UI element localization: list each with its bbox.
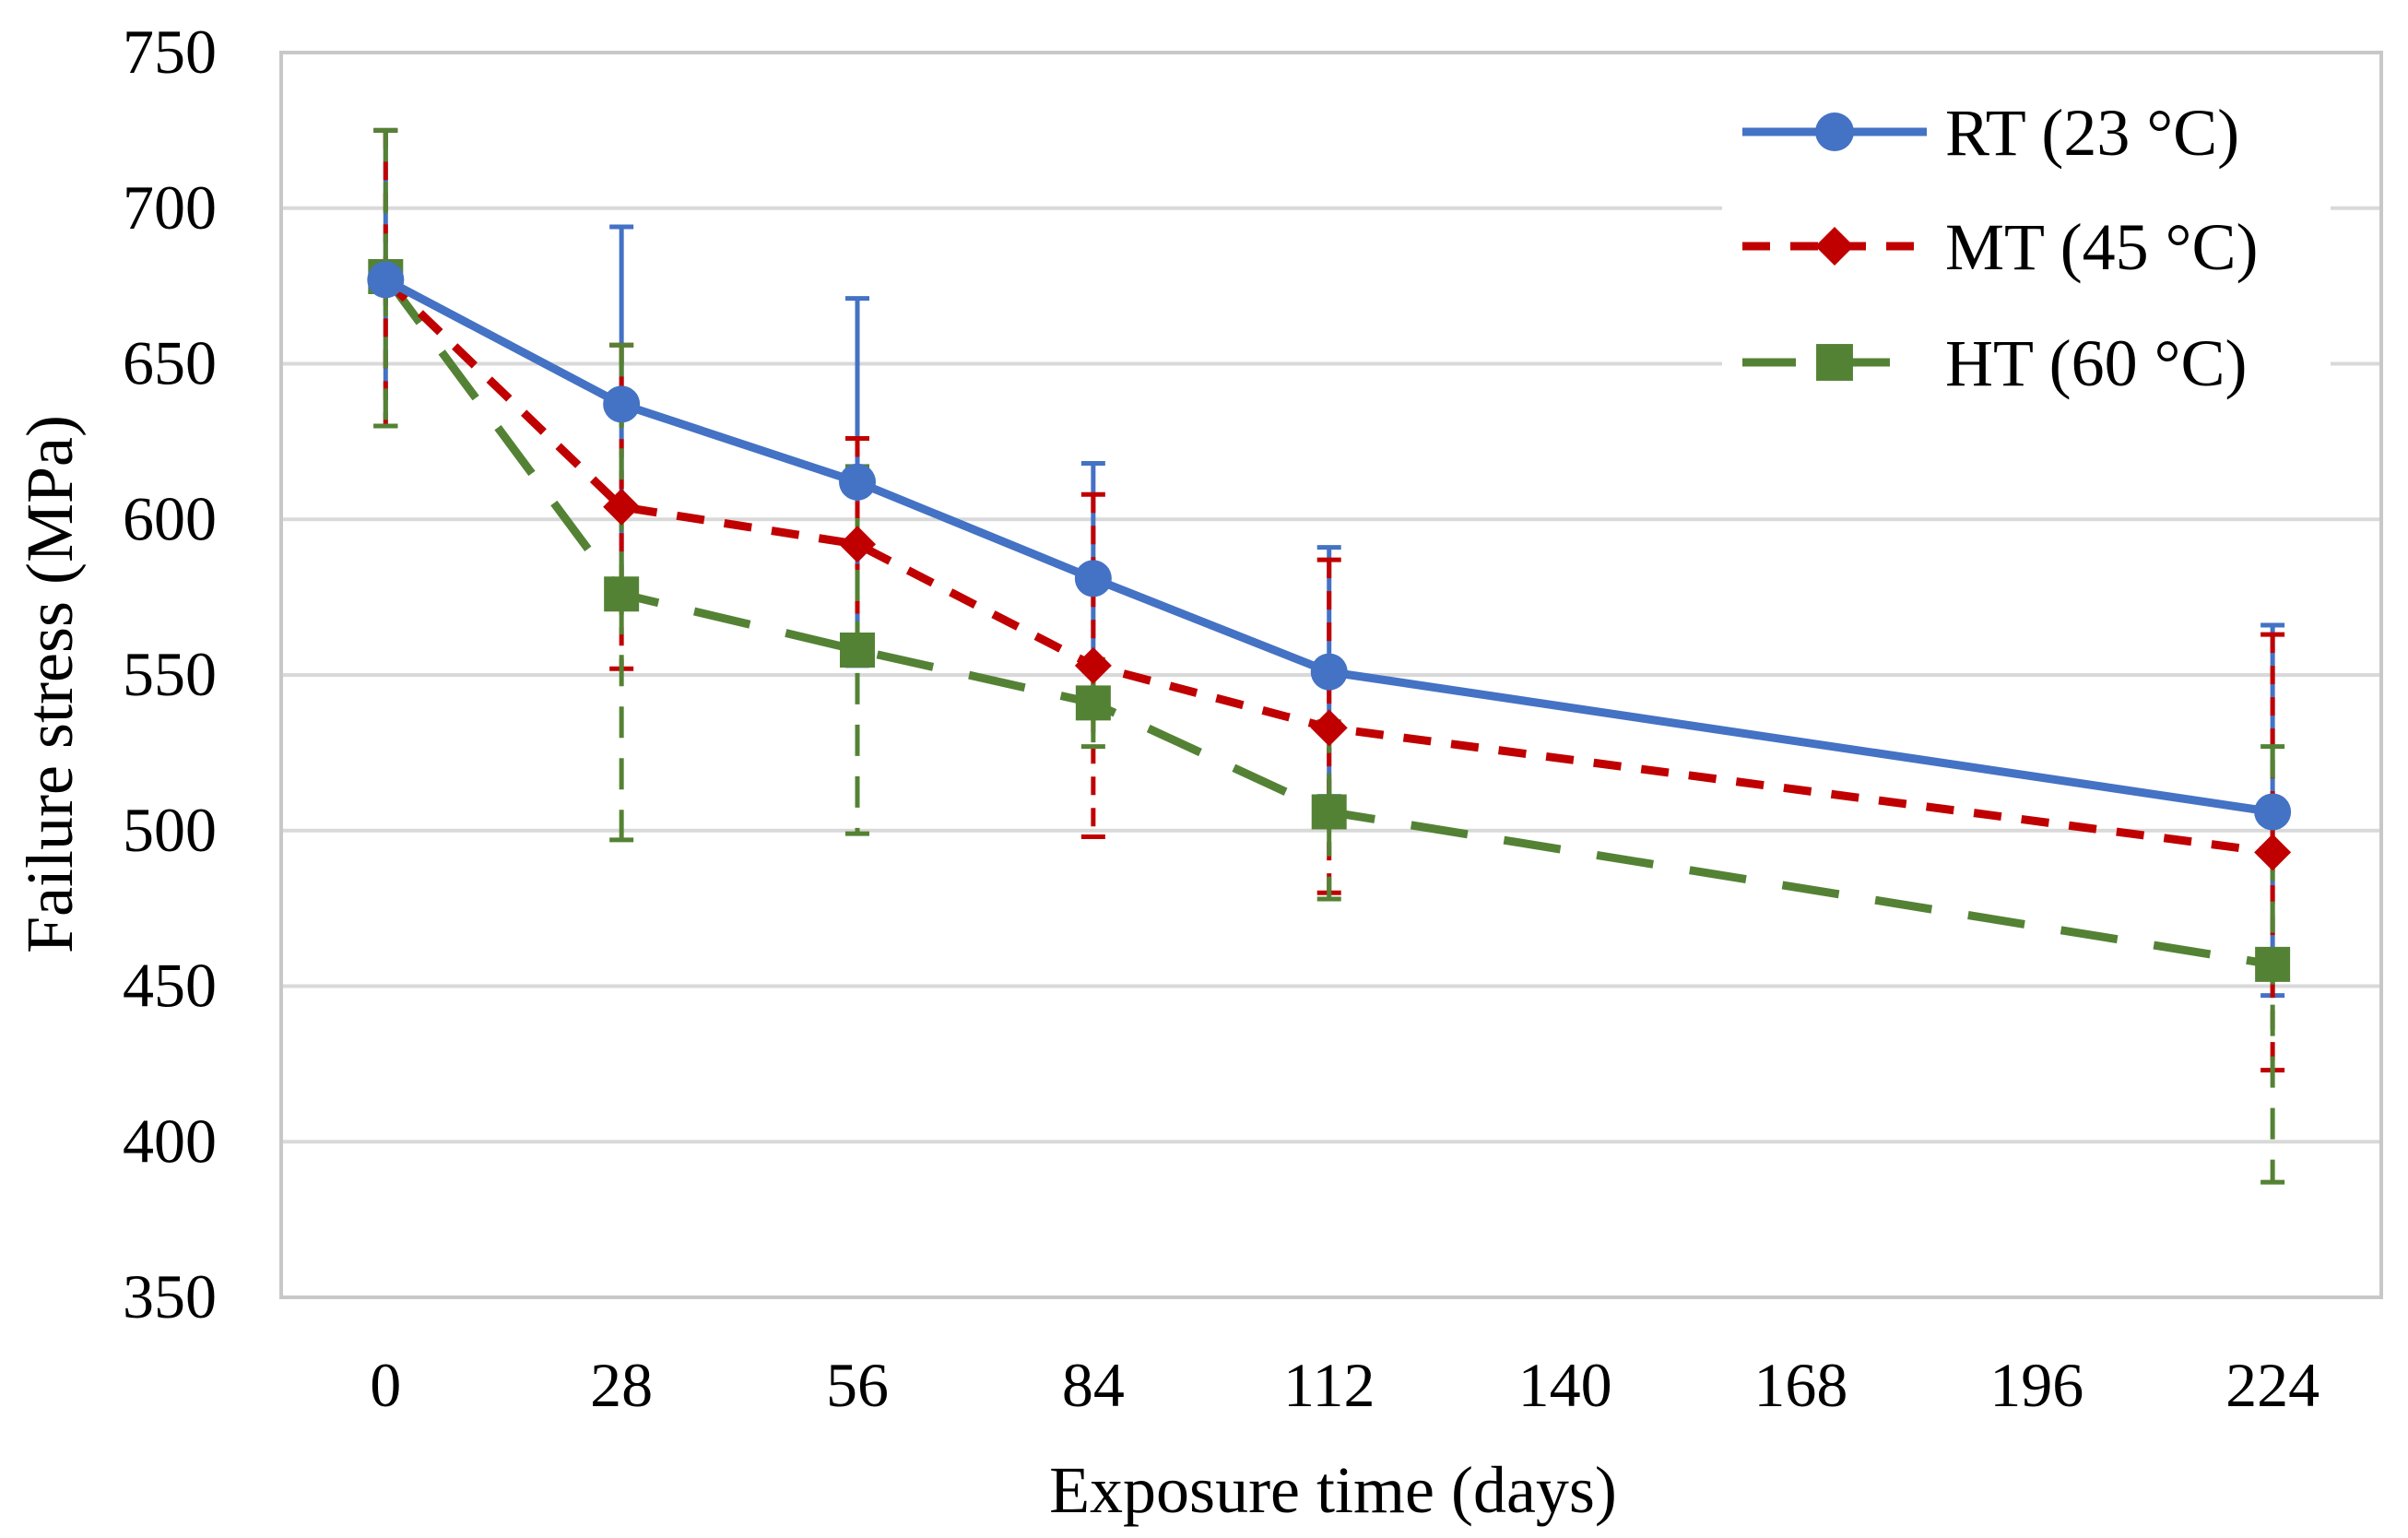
y-axis-label: Failure stress (MPa) <box>13 415 87 953</box>
x-tick-label-0: 0 <box>370 1350 401 1420</box>
legend-marker-rt <box>1815 112 1854 151</box>
y-tick-label-750: 750 <box>123 17 217 87</box>
data-point-rt-56 <box>839 463 877 501</box>
data-point-rt-224 <box>2254 793 2292 831</box>
legend-label-rt: RT (23 °C) <box>1945 96 2239 170</box>
x-tick-label-140: 140 <box>1518 1350 1612 1420</box>
x-tick-label-28: 28 <box>590 1350 653 1420</box>
data-point-mt-84 <box>1074 646 1112 684</box>
data-point-rt-112 <box>1310 653 1348 691</box>
y-tick-label-650: 650 <box>123 328 217 398</box>
x-tick-label-168: 168 <box>1753 1350 1847 1420</box>
y-tick-label-600: 600 <box>123 483 217 553</box>
data-point-mt-56 <box>839 526 877 563</box>
legend-item-mt: MT (45 °C) <box>1742 210 2258 284</box>
y-tick-label-700: 700 <box>123 172 217 243</box>
data-point-rt-0 <box>367 261 405 299</box>
series-rt <box>367 261 2292 831</box>
series-mt <box>367 261 2292 871</box>
data-point-rt-28 <box>603 385 641 423</box>
y-axis-ticks: 350 400 450 500 550 600 650 700 750 <box>123 17 217 1331</box>
legend-item-rt: RT (23 °C) <box>1742 96 2239 170</box>
series-line-rt <box>384 276 2273 816</box>
legend-label-ht: HT (60 °C) <box>1945 326 2247 400</box>
y-tick-label-550: 550 <box>123 639 217 709</box>
x-tick-label-224: 224 <box>2225 1350 2319 1420</box>
y-tick-label-450: 450 <box>123 951 217 1021</box>
y-tick-label-350: 350 <box>123 1261 217 1331</box>
data-point-ht-28 <box>604 576 640 612</box>
legend-marker-mt <box>1815 227 1854 266</box>
data-point-ht-112 <box>1311 794 1347 830</box>
x-tick-label-112: 112 <box>1283 1350 1375 1420</box>
x-axis-ticks: 0 28 56 84 112 140 168 196 224 <box>370 1350 2319 1420</box>
y-tick-label-500: 500 <box>123 795 217 865</box>
series-layer <box>367 127 2292 1185</box>
data-point-mt-28 <box>603 488 641 526</box>
series-line-ht <box>382 274 2273 969</box>
data-point-mt-224 <box>2254 834 2292 871</box>
x-axis-label: Exposure time (days) <box>1049 1453 1617 1527</box>
data-point-rt-84 <box>1074 560 1112 597</box>
x-tick-label-56: 56 <box>826 1350 889 1420</box>
data-point-ht-224 <box>2255 946 2291 982</box>
x-tick-label-84: 84 <box>1062 1350 1125 1420</box>
plot-area-border <box>279 51 2383 1299</box>
data-point-mt-112 <box>1310 709 1348 747</box>
legend-label-mt: MT (45 °C) <box>1945 210 2258 284</box>
y-tick-label-400: 400 <box>123 1106 217 1176</box>
legend-marker-ht <box>1816 344 1853 381</box>
data-point-ht-84 <box>1075 685 1111 721</box>
legend: RT (23 °C) MT (45 °C) HT (60 °C) <box>1722 81 2331 432</box>
data-point-ht-56 <box>840 633 876 668</box>
x-tick-label-196: 196 <box>1989 1350 2083 1420</box>
legend-item-ht: HT (60 °C) <box>1742 326 2247 400</box>
